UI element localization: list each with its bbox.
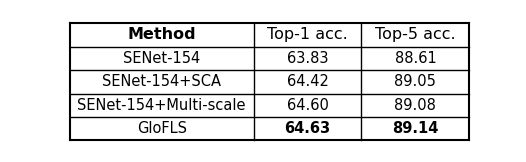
Text: Top-1 acc.: Top-1 acc. [267, 27, 348, 42]
Text: SENet-154: SENet-154 [123, 51, 200, 66]
Text: 64.42: 64.42 [287, 74, 328, 89]
Text: 89.08: 89.08 [394, 98, 437, 113]
Text: 64.63: 64.63 [285, 121, 330, 136]
Text: SENet-154+SCA: SENet-154+SCA [102, 74, 221, 89]
Text: 89.05: 89.05 [394, 74, 437, 89]
Text: Top-5 acc.: Top-5 acc. [375, 27, 456, 42]
Text: 63.83: 63.83 [287, 51, 328, 66]
Text: 89.14: 89.14 [392, 121, 439, 136]
Text: 64.60: 64.60 [287, 98, 328, 113]
Text: 88.61: 88.61 [394, 51, 436, 66]
Text: SENet-154+Multi-scale: SENet-154+Multi-scale [77, 98, 246, 113]
Text: Method: Method [127, 27, 196, 42]
Text: GloFLS: GloFLS [137, 121, 187, 136]
